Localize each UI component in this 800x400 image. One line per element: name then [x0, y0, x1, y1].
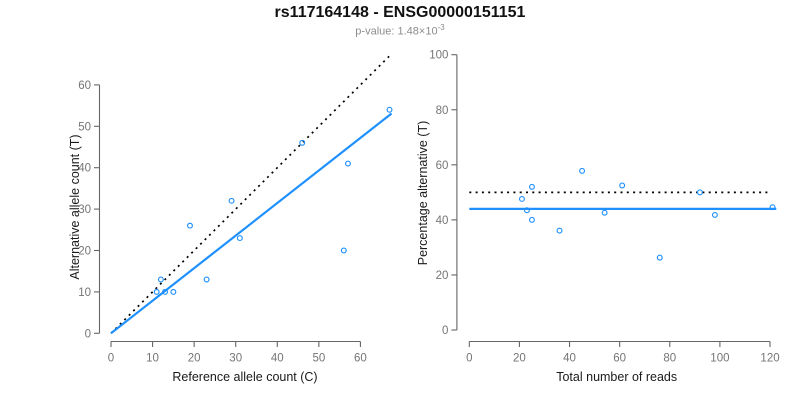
data-point — [157, 276, 164, 283]
x-tick-label: 80 — [663, 353, 676, 365]
data-point — [386, 106, 393, 113]
x-tick-label: 60 — [613, 353, 626, 365]
data-point — [579, 167, 586, 174]
y-tick-label: 20 — [436, 270, 449, 282]
y-tick-label: 0 — [85, 328, 91, 340]
data-point — [619, 182, 626, 189]
data-point — [299, 139, 306, 146]
y-tick-label: 40 — [436, 215, 449, 227]
y-tick-label: 60 — [436, 160, 449, 172]
p-value-text: p-value: 1.48×10 — [355, 25, 438, 38]
p-value-exponent: -3 — [437, 23, 445, 32]
y-tick-label: 80 — [436, 105, 449, 117]
y-tick-label: 20 — [78, 246, 91, 258]
data-point — [344, 160, 351, 167]
data-point — [769, 204, 776, 211]
x-tick-label: 100 — [710, 353, 729, 365]
y-tick-label: 60 — [78, 80, 91, 92]
y-tick-label: 10 — [78, 287, 91, 299]
data-point — [162, 288, 169, 295]
x-axis-title: Total number of reads — [556, 370, 677, 384]
p-value-subtitle: p-value: 1.48×10-3 — [0, 23, 800, 38]
y-axis-title: Alternative allele count (T) — [68, 134, 82, 279]
x-axis-title: Reference allele count (C) — [172, 370, 317, 384]
data-point — [518, 195, 525, 202]
y-axis-title: Percentage alternative (T) — [416, 121, 430, 266]
data-point — [203, 276, 210, 283]
data-point — [187, 222, 193, 229]
x-tick-label: 50 — [312, 353, 325, 365]
data-point — [170, 288, 177, 295]
data-point — [153, 288, 160, 295]
y-tick-label: 50 — [78, 121, 91, 133]
data-point — [696, 189, 703, 196]
x-tick-label: 30 — [229, 353, 242, 365]
x-tick-label: 40 — [563, 353, 576, 365]
x-tick-label: 0 — [466, 353, 472, 365]
x-tick-label: 20 — [188, 353, 201, 365]
y-tick-label: 30 — [78, 204, 91, 216]
data-point — [601, 209, 608, 216]
data-point — [556, 227, 563, 234]
data-point — [711, 211, 718, 218]
figure-title: rs117164148 - ENSG00000151151 — [274, 4, 526, 21]
data-point — [528, 216, 535, 223]
data-point — [236, 235, 243, 242]
x-tick-label: 20 — [513, 353, 526, 365]
data-point — [340, 247, 347, 254]
x-tick-label: 40 — [271, 353, 284, 365]
x-tick-label: 10 — [146, 353, 159, 365]
x-tick-label: 120 — [760, 353, 779, 365]
data-point — [228, 197, 235, 204]
y-tick-label: 100 — [429, 50, 448, 62]
data-point — [656, 254, 663, 261]
x-tick-label: 0 — [108, 353, 114, 365]
y-tick-label: 0 — [442, 325, 448, 337]
x-tick-label: 60 — [354, 353, 367, 365]
data-point — [528, 183, 535, 190]
identity-line — [110, 55, 390, 334]
y-tick-label: 40 — [78, 163, 91, 175]
data-point — [523, 207, 530, 214]
fit-line — [110, 112, 393, 335]
